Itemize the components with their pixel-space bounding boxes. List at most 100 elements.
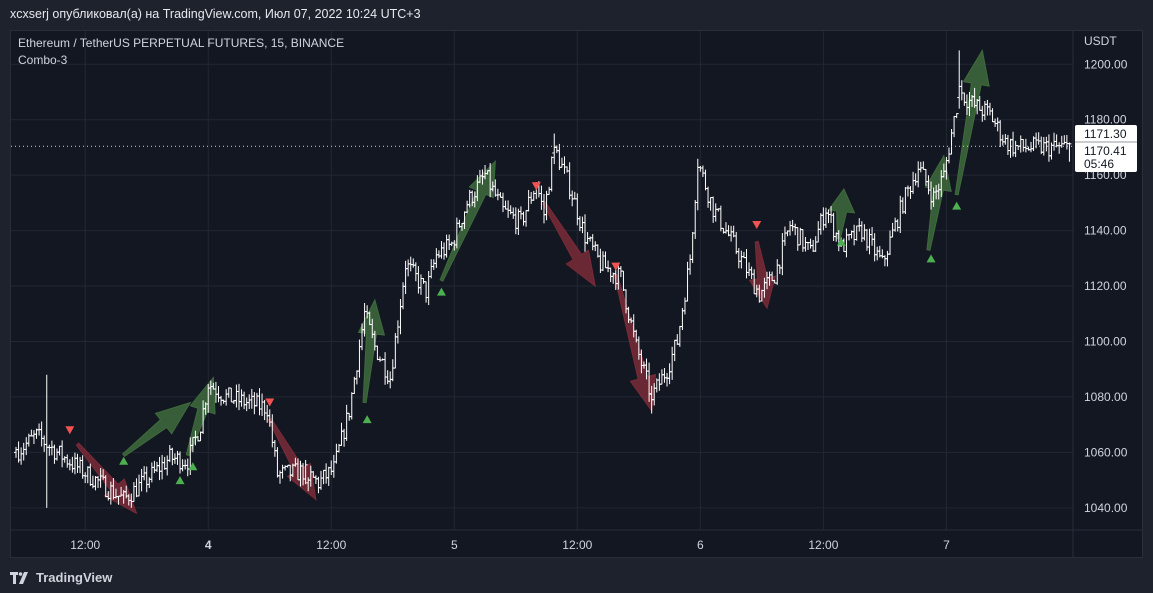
ohlc-bar	[416, 266, 421, 294]
ohlc-bar	[959, 80, 964, 101]
ohlc-bar	[162, 456, 167, 470]
ohlc-bar	[449, 241, 454, 247]
ohlc-bar	[572, 191, 577, 200]
ohlc-bar	[252, 392, 257, 415]
ohlc-bar	[864, 229, 869, 251]
ohlc-bar	[47, 444, 52, 456]
ohlc-bar	[175, 450, 180, 465]
ohlc-bar	[882, 255, 887, 267]
ohlc-bar	[42, 435, 47, 452]
ohlc-bar	[529, 191, 534, 204]
ohlc-bar	[442, 242, 447, 260]
ohlc-bar	[185, 458, 190, 477]
ohlc-bar	[777, 264, 782, 275]
ohlc-bar	[1057, 142, 1062, 154]
buy-signal	[175, 476, 185, 485]
ohlc-bar	[216, 386, 221, 403]
ohlc-bar	[987, 102, 992, 116]
chart-legend: Ethereum / TetherUS PERPETUAL FUTURES, 1…	[18, 35, 344, 69]
ohlc-bar	[1062, 135, 1067, 145]
ohlc-bar	[698, 165, 703, 172]
ohlc-bar	[152, 460, 157, 474]
ohlc-bar	[324, 463, 329, 484]
ohlc-bar	[741, 251, 746, 259]
buy-signal	[836, 237, 846, 246]
ohlc-bar	[1064, 135, 1069, 150]
ohlc-bar	[93, 476, 98, 491]
ohlc-bar	[31, 430, 36, 445]
current-price-label: 1170.41	[1084, 144, 1127, 158]
time-tick-label: 6	[697, 538, 704, 552]
ohlc-bar	[816, 221, 821, 243]
ohlc-bar	[154, 461, 159, 472]
sell-arrow	[613, 273, 657, 413]
ohlc-bar	[139, 468, 144, 492]
ohlc-bar	[134, 478, 139, 498]
ohlc-bar	[583, 214, 588, 252]
ohlc-bar	[313, 475, 318, 484]
ohlc-bar	[160, 454, 165, 480]
buy-signal	[188, 462, 198, 471]
buy-signal	[952, 201, 962, 210]
ohlc-bar	[165, 455, 170, 476]
ohlc-bar	[588, 236, 593, 242]
ohlc-bar	[500, 192, 505, 213]
ohlc-bar	[1018, 135, 1023, 153]
price-tick-label: 1100.00	[1084, 334, 1127, 348]
sell-arrow	[267, 417, 317, 501]
ohlc-bar	[229, 387, 234, 403]
buy-arrow	[954, 49, 990, 196]
ohlc-bar	[793, 223, 798, 236]
ohlc-bar	[254, 392, 259, 407]
ohlc-bar	[823, 207, 828, 228]
tradingview-brand[interactable]: TradingView	[10, 570, 112, 585]
ohlc-bar	[383, 352, 388, 385]
signal-arrows	[75, 49, 990, 515]
ohlc-bar	[708, 197, 713, 211]
sell-arrow	[748, 240, 776, 310]
ohlc-bar	[885, 250, 890, 267]
signal-markers	[65, 182, 962, 485]
time-tick-label: 4	[205, 538, 212, 552]
buy-signal	[362, 415, 372, 424]
ohlc-bar	[565, 166, 570, 173]
ohlc-bar	[539, 185, 544, 210]
ohlc-bar	[257, 388, 262, 416]
ohlc-bar	[895, 219, 900, 232]
ohlc-bar	[131, 482, 136, 503]
ohlc-bar	[695, 158, 700, 211]
ohlc-bar	[711, 196, 716, 223]
ohlc-bar	[729, 225, 734, 242]
ohlc-bar	[96, 476, 101, 489]
ohlc-bar	[590, 234, 595, 251]
ohlc-bar	[167, 444, 172, 463]
ohlc-bar	[1003, 133, 1008, 145]
ohlc-bar	[526, 189, 531, 212]
ohlc-bar	[249, 388, 254, 409]
ohlc-bar	[408, 256, 413, 272]
sell-signal	[265, 398, 275, 407]
ohlc-bar	[29, 429, 34, 437]
ohlc-bar	[83, 472, 88, 484]
ohlc-bar	[411, 258, 416, 268]
ohlc-bar	[870, 227, 875, 246]
ohlc-bar	[916, 161, 921, 188]
ohlc-bar	[688, 254, 693, 275]
ohlc-bar	[1013, 140, 1018, 158]
ohlc-bar	[872, 233, 877, 262]
ohlc-bar	[608, 267, 613, 283]
price-tick-label: 1120.00	[1084, 279, 1127, 293]
publish-header: xcxserj опубликовал(а) на TradingView.co…	[0, 0, 1153, 30]
ohlc-bar	[621, 270, 626, 292]
ohlc-bar	[244, 397, 249, 412]
ohlc-bar	[818, 213, 823, 235]
ohlc-bar	[183, 459, 188, 470]
footer: TradingView	[0, 562, 1153, 593]
buy-arrow	[357, 298, 386, 404]
ohlc-bar	[506, 200, 511, 218]
ohlc-bar	[316, 476, 321, 494]
ohlc-bar	[88, 463, 93, 486]
buy-signal	[926, 254, 936, 263]
ohlc-bar	[421, 278, 426, 284]
